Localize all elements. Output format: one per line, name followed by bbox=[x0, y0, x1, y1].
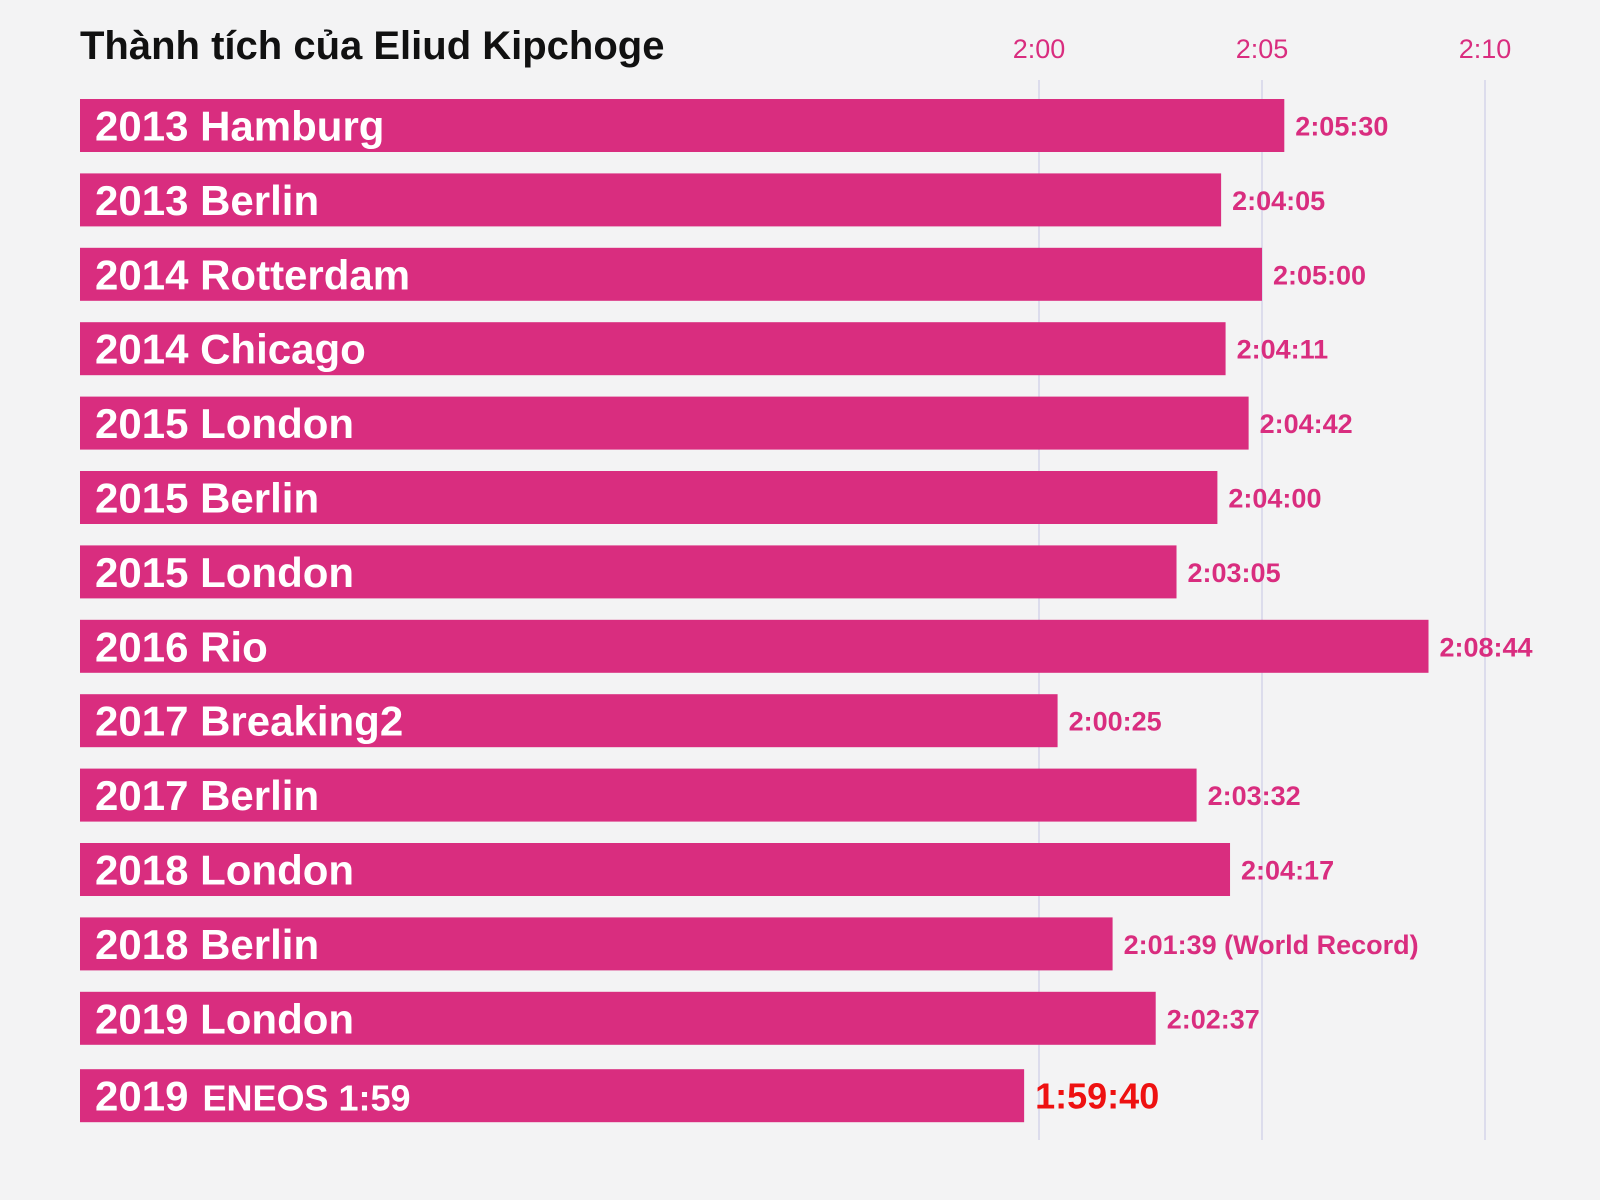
x-tick-label: 2:10 bbox=[1459, 34, 1512, 64]
bar bbox=[80, 99, 1285, 152]
bar bbox=[80, 173, 1222, 227]
bar-category-label: 2017 Breaking2 bbox=[95, 698, 403, 745]
bar bbox=[80, 247, 1262, 301]
x-axis-ticks: 2:00 2:05 2:10 bbox=[1013, 34, 1512, 64]
bars bbox=[80, 99, 1429, 1123]
bar-category-label: 2015 London bbox=[95, 549, 354, 596]
value-label: 2:03:32 bbox=[1208, 781, 1301, 811]
bar bbox=[80, 694, 1058, 748]
value-label: 2:03:05 bbox=[1188, 558, 1281, 588]
bar-category-label: 2015 London bbox=[95, 400, 354, 447]
bar-category-label: 2013 Hamburg bbox=[95, 103, 384, 150]
value-label: 2:05:30 bbox=[1295, 112, 1388, 142]
bar bbox=[80, 545, 1177, 599]
value-labels: 2:05:30 2:04:05 2:05:00 2:04:11 2:04:42 2:04:… bbox=[1035, 112, 1532, 1117]
bar-category-label: 2018 Berlin bbox=[95, 921, 319, 968]
bar-category-label: 2016 Rio bbox=[95, 623, 268, 670]
bar bbox=[80, 991, 1156, 1045]
bar bbox=[80, 471, 1218, 524]
bar-category-label: 2013 Berlin bbox=[95, 177, 319, 224]
bar-category-label: 2019 ENEOS 1:59 bbox=[95, 1073, 411, 1120]
gridlines bbox=[1038, 80, 1486, 1140]
bar-category-label: 2018 London bbox=[95, 847, 354, 894]
value-label: 2:00:25 bbox=[1069, 707, 1162, 737]
bar-category-label: 2014 Rotterdam bbox=[95, 251, 410, 298]
bar bbox=[80, 322, 1226, 376]
bar-category-label: 2019 London bbox=[95, 995, 354, 1042]
bar bbox=[80, 396, 1249, 450]
bar bbox=[80, 768, 1197, 822]
bar bbox=[80, 619, 1429, 673]
bar-category-label: 2015 Berlin bbox=[95, 475, 319, 522]
value-label-highlight: 1:59:40 bbox=[1035, 1076, 1159, 1117]
x-tick-label: 2:05 bbox=[1236, 34, 1289, 64]
bar bbox=[80, 917, 1113, 971]
value-label: 2:01:39 (World Record) bbox=[1124, 930, 1419, 960]
value-label: 2:04:05 bbox=[1232, 186, 1325, 216]
value-label: 2:04:42 bbox=[1260, 409, 1353, 439]
bar-category-label: 2014 Chicago bbox=[95, 326, 366, 373]
bar-labels: 2013 Hamburg 2013 Berlin 2014 Rotterdam 201… bbox=[95, 103, 411, 1120]
bar bbox=[80, 843, 1231, 896]
value-label: 2:04:00 bbox=[1228, 484, 1321, 514]
x-tick-label: 2:00 bbox=[1013, 34, 1066, 64]
value-label: 2:04:17 bbox=[1241, 856, 1334, 886]
value-label: 2:08:44 bbox=[1440, 632, 1533, 662]
value-label: 2:04:11 bbox=[1237, 335, 1329, 365]
bar-category-label: 2017 Berlin bbox=[95, 772, 319, 819]
bar bbox=[80, 1069, 1025, 1123]
value-label: 2:02:37 bbox=[1167, 1004, 1260, 1034]
chart-title: Thành tích của Eliud Kipchoge bbox=[80, 24, 665, 68]
value-label: 2:05:00 bbox=[1273, 260, 1366, 290]
